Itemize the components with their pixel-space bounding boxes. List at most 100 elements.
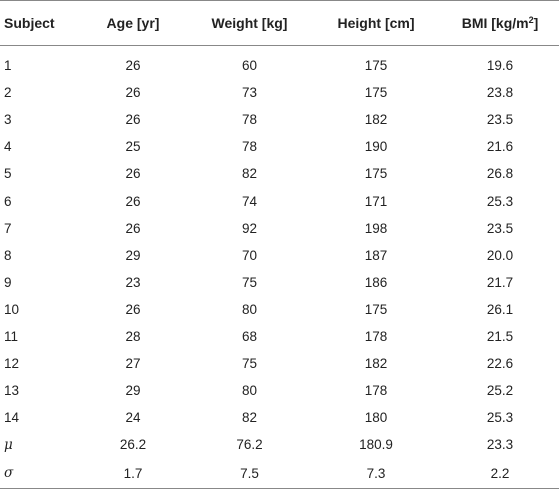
- cell-height: 7.3: [311, 458, 441, 489]
- cell-subject: 13: [4, 383, 20, 399]
- cell-subject: 5: [4, 166, 12, 182]
- cell-weight: 75: [241, 356, 258, 372]
- table-row: 14 24 82 180 25.3: [0, 404, 559, 431]
- cell-height: 182: [364, 112, 388, 128]
- cell-bmi: 21.7: [486, 274, 514, 290]
- header-row: Subject Age [yr] Weight [kg] Height [cm]…: [0, 0, 559, 46]
- header-bmi: BMI [kg/m2]: [441, 0, 559, 46]
- cell-weight: 75: [241, 274, 258, 290]
- cell-age: 1.7: [78, 458, 188, 489]
- cell-bmi: 22.6: [486, 356, 514, 372]
- table-row: 5 26 82 175 26.8: [0, 160, 559, 187]
- cell-age: 23: [125, 274, 141, 290]
- cell-height: 171: [364, 193, 388, 209]
- cell-subject: 10: [4, 301, 20, 317]
- table-body: 1 26 60 175 19.6 2 26 73 175 23.8 3 26 78 182 23.5 4 25 7…: [0, 46, 559, 489]
- cell-bmi: 25.2: [486, 383, 514, 399]
- cell-subject: 11: [4, 328, 19, 344]
- cell-subject: 8: [4, 247, 12, 263]
- table-row: 2 26 73 175 23.8: [0, 79, 559, 106]
- cell-bmi: 23.3: [486, 437, 514, 453]
- cell-stat-label: σ: [0, 458, 78, 489]
- cell-subject: 9: [4, 274, 12, 290]
- cell-subject: 14: [4, 410, 20, 426]
- cell-age: 29: [125, 383, 141, 399]
- cell-age: 26: [125, 220, 141, 236]
- cell-subject: 2: [4, 85, 12, 101]
- cell-height: 186: [364, 274, 388, 290]
- cell-height: 178: [364, 328, 388, 344]
- table-row: 9 23 75 186 21.7: [0, 269, 559, 296]
- header-subject: Subject: [0, 0, 78, 46]
- cell-bmi: 26.1: [486, 301, 514, 317]
- header-bmi-prefix: BMI [kg/m: [461, 15, 529, 31]
- cell-height: 198: [364, 220, 388, 236]
- cell-bmi: 26.8: [486, 166, 514, 182]
- cell-bmi: 25.3: [486, 193, 514, 209]
- cell-weight: 68: [241, 328, 258, 344]
- cell-bmi: 23.5: [486, 220, 514, 236]
- table-row: 3 26 78 182 23.5: [0, 106, 559, 133]
- cell-subject: 12: [4, 356, 20, 372]
- table-row: 13 29 80 178 25.2: [0, 377, 559, 404]
- cell-weight: 92: [241, 220, 258, 236]
- cell-weight: 82: [241, 410, 258, 426]
- cell-height: 180: [364, 410, 388, 426]
- cell-age: 26: [125, 193, 141, 209]
- table-row: 8 29 70 187 20.0: [0, 242, 559, 269]
- cell-age: 24: [125, 410, 141, 426]
- table-header: Subject Age [yr] Weight [kg] Height [cm]…: [0, 0, 559, 46]
- cell-bmi: 21.6: [486, 139, 514, 155]
- table-row: 10 26 80 175 26.1: [0, 296, 559, 323]
- cell-age: 26: [125, 166, 141, 182]
- header-height: Height [cm]: [311, 0, 441, 46]
- table-row: 6 26 74 171 25.3: [0, 187, 559, 214]
- stat-row: σ 1.7 7.5 7.3 2.2: [0, 458, 559, 489]
- cell-subject: 6: [4, 193, 12, 209]
- cell-weight: 7.5: [188, 458, 311, 489]
- cell-height: 182: [364, 356, 388, 372]
- header-bmi-suffix: ]: [533, 15, 539, 31]
- cell-bmi: 23.5: [486, 112, 514, 128]
- cell-bmi: 2.2: [441, 458, 559, 489]
- cell-age: 26: [125, 301, 141, 317]
- cell-bmi: 20.0: [486, 247, 514, 263]
- cell-weight: 73: [241, 85, 258, 101]
- cell-age: 26: [125, 112, 141, 128]
- cell-age: 29: [125, 247, 141, 263]
- cell-weight: 80: [241, 383, 258, 399]
- cell-weight: 80: [241, 301, 258, 317]
- cell-weight: 60: [241, 58, 258, 74]
- table-row: 12 27 75 182 22.6: [0, 350, 559, 377]
- table-row: 7 26 92 198 23.5: [0, 215, 559, 242]
- cell-bmi: 19.6: [486, 58, 514, 74]
- cell-age: 25: [125, 139, 141, 155]
- cell-subject: 3: [4, 112, 12, 128]
- cell-weight: 78: [241, 112, 258, 128]
- cell-subject: 4: [4, 139, 12, 155]
- cell-subject: 1: [4, 58, 12, 74]
- cell-subject: 7: [4, 220, 12, 236]
- cell-height: 178: [364, 383, 388, 399]
- header-weight: Weight [kg]: [188, 0, 311, 46]
- cell-bmi: 21.5: [486, 328, 514, 344]
- cell-height: 175: [364, 85, 388, 101]
- cell-weight: 74: [241, 193, 258, 209]
- cell-age: 27: [125, 356, 141, 372]
- cell-stat-label: μ: [4, 436, 13, 453]
- cell-height: 180.9: [359, 437, 393, 453]
- cell-age: 28: [125, 328, 141, 344]
- cell-weight: 70: [241, 247, 258, 263]
- cell-height: 175: [364, 166, 388, 182]
- header-bmi-exponent: 2: [528, 15, 534, 25]
- cell-age: 26.2: [119, 437, 147, 453]
- cell-height: 175: [364, 58, 388, 74]
- cell-height: 175: [364, 301, 388, 317]
- cell-weight: 82: [241, 166, 258, 182]
- cell-age: 26: [125, 85, 141, 101]
- cell-height: 190: [364, 139, 388, 155]
- table-row: 11 28 68 178 21.5: [0, 323, 559, 350]
- cell-age: 26: [125, 58, 141, 74]
- cell-weight: 76.2: [236, 437, 263, 453]
